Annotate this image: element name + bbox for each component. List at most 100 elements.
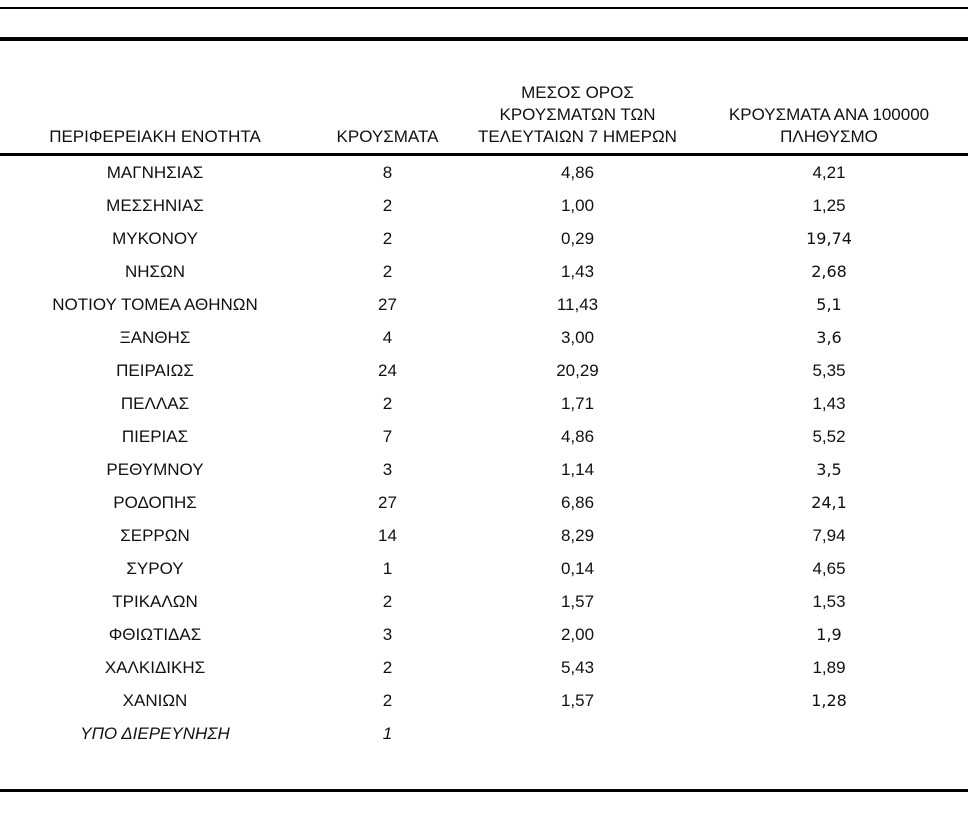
table-row: ΤΡΙΚΑΛΩΝ 2 1,57 1,53 (0, 585, 968, 618)
region-cell: ΞΑΝΘΗΣ (119, 327, 191, 347)
cases-cell: 2 (382, 228, 393, 248)
avg7d-cell: 0,14 (560, 558, 595, 578)
region-cell: ΤΡΙΚΑΛΩΝ (112, 591, 198, 611)
header-row: ΠΕΡΙΦΕΡΕΙΑΚΗ ΕΝΟΤΗΤΑ ΚΡΟΥΣΜΑΤΑ ΜΕΣΟΣ ΟΡΟ… (0, 62, 968, 156)
region-cell: ΥΠΟ ΔΙΕΡΕΥΝΗΣΗ (80, 723, 230, 743)
region-cell: ΦΘΙΩΤΙΔΑΣ (108, 624, 202, 644)
per100k-cell (690, 717, 968, 750)
per100k-cell: 19,74 (806, 229, 852, 248)
cases-cell: 2 (382, 261, 393, 281)
cases-cell: 24 (378, 360, 397, 380)
region-cell: ΧΑΝΙΩΝ (122, 690, 188, 710)
avg7d-cell: 1,00 (560, 195, 595, 215)
region-cell: ΣΕΡΡΩΝ (120, 525, 190, 545)
cases-cell: 8 (382, 162, 393, 182)
page-rule-top-thin (0, 7, 968, 9)
column-header-region: ΠΕΡΙΦΕΡΕΙΑΚΗ ΕΝΟΤΗΤΑ (0, 62, 310, 156)
avg7d-cell: 1,43 (560, 261, 595, 281)
table-row: ΣΕΡΡΩΝ 14 8,29 7,94 (0, 519, 968, 552)
avg7d-cell: 1,57 (560, 690, 595, 710)
cases-cell: 3 (382, 459, 393, 479)
cases-cell: 2 (382, 657, 393, 677)
avg7d-cell: 5,43 (560, 657, 595, 677)
table-row: ΝΗΣΩΝ 2 1,43 2,68 (0, 255, 968, 288)
table-row: ΞΑΝΘΗΣ 4 3,00 3,6 (0, 321, 968, 354)
cases-cell: 2 (382, 393, 393, 413)
avg7d-cell: 11,43 (556, 294, 599, 314)
table-row: ΧΑΝΙΩΝ 2 1,57 1,28 (0, 684, 968, 717)
column-header-avg7d: ΜΕΣΟΣ ΟΡΟΣ ΚΡΟΥΣΜΑΤΩΝ ΤΩΝ ΤΕΛΕΥΤΑΙΩΝ 7 Η… (465, 62, 690, 156)
avg7d-cell: 1,14 (560, 459, 595, 479)
cases-cell: 27 (378, 294, 397, 314)
avg7d-cell (465, 717, 690, 750)
cases-cell: 7 (382, 426, 393, 446)
region-cell: ΠΙΕΡΙΑΣ (121, 426, 189, 446)
table-row: ΥΠΟ ΔΙΕΡΕΥΝΗΣΗ 1 (0, 717, 968, 750)
table-row: ΜΕΣΣΗΝΙΑΣ 2 1,00 1,25 (0, 189, 968, 222)
per100k-cell: 5,52 (812, 426, 846, 446)
cases-cell: 3 (382, 624, 393, 644)
table-body: ΜΑΓΝΗΣΙΑΣ 8 4,86 4,21 ΜΕΣΣΗΝΙΑΣ 2 1,00 1… (0, 155, 968, 751)
per100k-cell: 4,65 (812, 558, 846, 578)
table-row: ΠΕΙΡΑΙΩΣ 24 20,29 5,35 (0, 354, 968, 387)
region-cell: ΡΟΔΟΠΗΣ (113, 492, 197, 512)
avg7d-cell: 0,29 (560, 228, 595, 248)
per100k-cell: 3,6 (816, 328, 842, 347)
per100k-cell: 1,89 (812, 657, 846, 677)
region-cell: ΡΕΘΥΜΝΟΥ (106, 459, 204, 479)
column-header-per100k: ΚΡΟΥΣΜΑΤΑ ΑΝΑ 100000 ΠΛΗΘΥΣΜΟ (690, 62, 968, 156)
regional-cases-table: ΠΕΡΙΦΕΡΕΙΑΚΗ ΕΝΟΤΗΤΑ ΚΡΟΥΣΜΑΤΑ ΜΕΣΟΣ ΟΡΟ… (0, 62, 968, 750)
column-header-cases: ΚΡΟΥΣΜΑΤΑ (310, 62, 465, 156)
table-row: ΝΟΤΙΟΥ ΤΟΜΕΑ ΑΘΗΝΩΝ 27 11,43 5,1 (0, 288, 968, 321)
avg7d-cell: 6,86 (560, 492, 595, 512)
per100k-cell: 4,21 (812, 162, 846, 182)
per100k-cell: 1,28 (811, 691, 847, 710)
avg7d-cell: 2,00 (560, 624, 595, 644)
cases-cell: 2 (382, 195, 393, 215)
region-cell: ΝΟΤΙΟΥ ΤΟΜΕΑ ΑΘΗΝΩΝ (52, 294, 258, 314)
avg7d-cell: 8,29 (560, 525, 595, 545)
per100k-cell: 5,35 (812, 360, 846, 380)
avg7d-cell: 4,86 (560, 162, 595, 182)
avg7d-cell: 20,29 (556, 360, 599, 380)
per100k-cell: 24,1 (811, 493, 847, 512)
avg7d-cell: 4,86 (560, 426, 595, 446)
table-row: ΡΕΘΥΜΝΟΥ 3 1,14 3,5 (0, 453, 968, 486)
table-row: ΧΑΛΚΙΔΙΚΗΣ 2 5,43 1,89 (0, 651, 968, 684)
region-cell: ΝΗΣΩΝ (124, 261, 186, 281)
table-row: ΡΟΔΟΠΗΣ 27 6,86 24,1 (0, 486, 968, 519)
cases-cell: 14 (378, 525, 397, 545)
region-cell: ΜΕΣΣΗΝΙΑΣ (106, 195, 204, 215)
per100k-cell: 3,5 (816, 460, 842, 479)
per100k-cell: 1,53 (812, 591, 846, 611)
cases-cell: 4 (382, 327, 393, 347)
region-cell: ΣΥΡΟΥ (126, 558, 184, 578)
table-row: ΣΥΡΟΥ 1 0,14 4,65 (0, 552, 968, 585)
cases-cell: 1 (382, 723, 393, 743)
region-cell: ΧΑΛΚΙΔΙΚΗΣ (104, 657, 206, 677)
avg7d-cell: 1,57 (560, 591, 595, 611)
region-cell: ΠΕΙΡΑΙΩΣ (116, 360, 194, 380)
table-row: ΦΘΙΩΤΙΔΑΣ 3 2,00 1,9 (0, 618, 968, 651)
table-row: ΜΑΓΝΗΣΙΑΣ 8 4,86 4,21 (0, 155, 968, 190)
cases-cell: 2 (382, 591, 393, 611)
avg7d-cell: 3,00 (560, 327, 595, 347)
per100k-cell: 1,43 (812, 393, 846, 413)
table-row: ΠΙΕΡΙΑΣ 7 4,86 5,52 (0, 420, 968, 453)
region-cell: ΜΑΓΝΗΣΙΑΣ (106, 162, 204, 182)
table-row: ΠΕΛΛΑΣ 2 1,71 1,43 (0, 387, 968, 420)
page-rule-top-thick (0, 37, 968, 41)
per100k-cell: 5,1 (816, 295, 842, 314)
table-header: ΠΕΡΙΦΕΡΕΙΑΚΗ ΕΝΟΤΗΤΑ ΚΡΟΥΣΜΑΤΑ ΜΕΣΟΣ ΟΡΟ… (0, 62, 968, 156)
per100k-cell: 7,94 (812, 525, 846, 545)
cases-cell: 1 (382, 558, 393, 578)
table-row: ΜΥΚΟΝΟΥ 2 0,29 19,74 (0, 222, 968, 255)
region-cell: ΠΕΛΛΑΣ (120, 393, 190, 413)
per100k-cell: 1,25 (812, 195, 846, 215)
cases-cell: 2 (382, 690, 393, 710)
cases-cell: 27 (378, 492, 397, 512)
avg7d-cell: 1,71 (560, 393, 595, 413)
region-cell: ΜΥΚΟΝΟΥ (112, 228, 198, 248)
per100k-cell: 2,68 (811, 262, 847, 281)
